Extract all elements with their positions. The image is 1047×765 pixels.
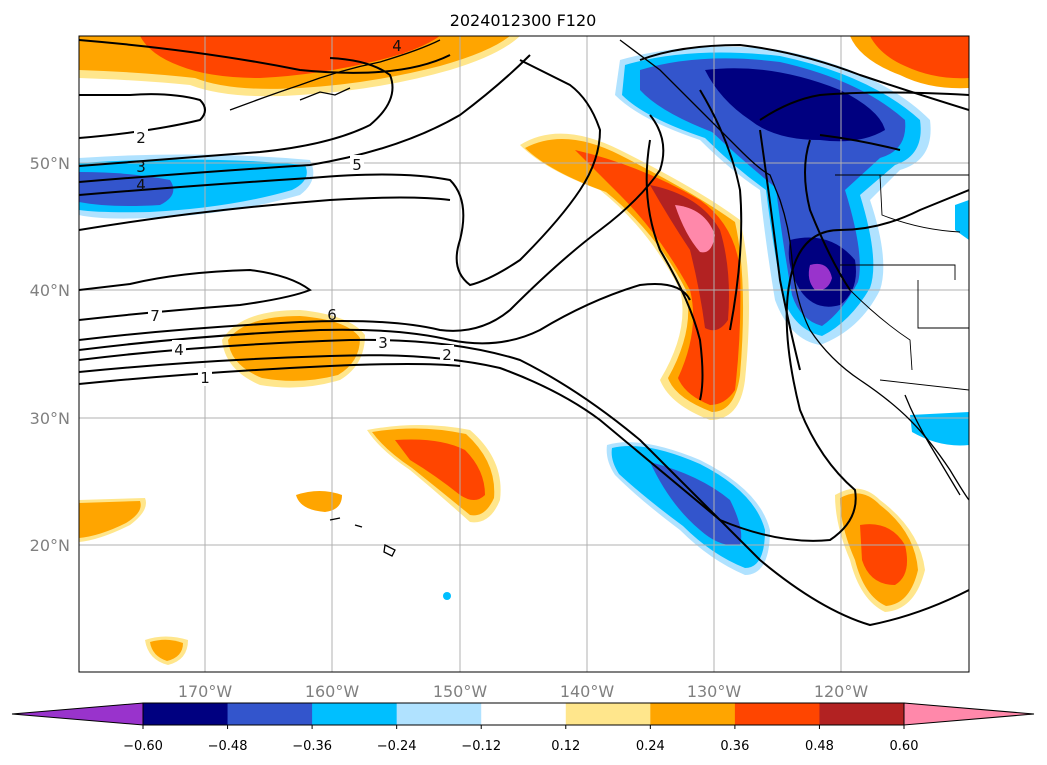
lon-tick-label: 150°W (433, 682, 488, 701)
shading-northeast-positive (850, 36, 969, 89)
colorbar-tick-label: −0.12 (461, 739, 501, 754)
colorbar-tick-label: 0.12 (551, 739, 580, 754)
colorbar-tick-label: −0.36 (292, 739, 332, 754)
colorbar-tick-label: 0.24 (636, 739, 665, 754)
lat-axis: 50°N 40°N 30°N 20°N (30, 154, 70, 555)
shading-pacific-northwest-negative (615, 46, 931, 346)
contour-label: 4 (136, 176, 146, 194)
contour-label: 5 (352, 156, 362, 174)
colorbar-segment (650, 703, 736, 725)
colorbar-segment (565, 703, 651, 725)
colorbar-segment (227, 703, 313, 725)
lon-tick-label: 170°W (178, 682, 233, 701)
contour-label: 7 (150, 307, 160, 325)
map-title: 2024012300 F120 (450, 11, 597, 30)
colorbar-tick-label: 0.36 (720, 739, 749, 754)
lat-tick-label: 20°N (30, 536, 70, 555)
shading-small-negative (955, 200, 969, 240)
contour-label: 4 (174, 341, 184, 359)
colorbar-segment (481, 703, 567, 725)
colorbar-frame (142, 702, 905, 726)
colorbar-segment (143, 703, 229, 725)
colorbar-extend-low (11, 702, 144, 726)
shading-tiny-negative (443, 592, 451, 600)
shading-small-positive (296, 491, 342, 512)
lon-tick-label: 140°W (560, 682, 615, 701)
colorbar-segment (312, 703, 398, 725)
contour-label: 3 (136, 158, 146, 176)
colorbar-tick-label: −0.60 (123, 739, 163, 754)
contour-label: 6 (327, 306, 337, 324)
contour-label: 4 (392, 37, 402, 55)
lat-tick-label: 50°N (30, 154, 70, 173)
lon-tick-label: 120°W (814, 682, 869, 701)
lon-tick-label: 130°W (687, 682, 742, 701)
colorbar-segment (819, 703, 905, 725)
contour-label: 3 (378, 334, 388, 352)
colorbar-tick-label: −0.48 (208, 739, 248, 754)
colorbar-segment (734, 703, 820, 725)
lon-axis: 170°W 160°W 150°W 140°W 130°W 120°W (178, 682, 869, 701)
contour-label: 2 (442, 346, 452, 364)
colorbar-tick-label: 0.60 (890, 739, 919, 754)
shading-central-positive (520, 133, 749, 421)
lat-tick-label: 30°N (30, 409, 70, 428)
contour-label: 1 (200, 369, 210, 387)
contour-label-group: 4 2 3 4 5 7 6 4 3 2 1 (134, 36, 454, 387)
contour-label: 2 (136, 129, 146, 147)
colorbar-tick-label: 0.48 (805, 739, 834, 754)
lat-tick-label: 40°N (30, 281, 70, 300)
colorbar-extend-high (903, 702, 1035, 726)
colorbar-tick-label: −0.24 (377, 739, 417, 754)
borders (835, 174, 969, 391)
contour-lines (79, 39, 969, 627)
lon-tick-label: 160°W (305, 682, 360, 701)
map-area: 4 2 3 4 5 7 6 4 3 2 1 (79, 36, 969, 672)
shading-subtropical-negative (606, 442, 770, 575)
colorbar: −0.60 −0.48 −0.36 −0.24 −0.12 0.12 0.24 0.36 0.4… (11, 702, 1035, 754)
shading-southeast-positive (835, 488, 925, 612)
shading-central-subtropical-positive (367, 425, 501, 523)
colorbar-segment (396, 703, 482, 725)
map-frame (78, 35, 970, 673)
gridlines (79, 36, 969, 672)
